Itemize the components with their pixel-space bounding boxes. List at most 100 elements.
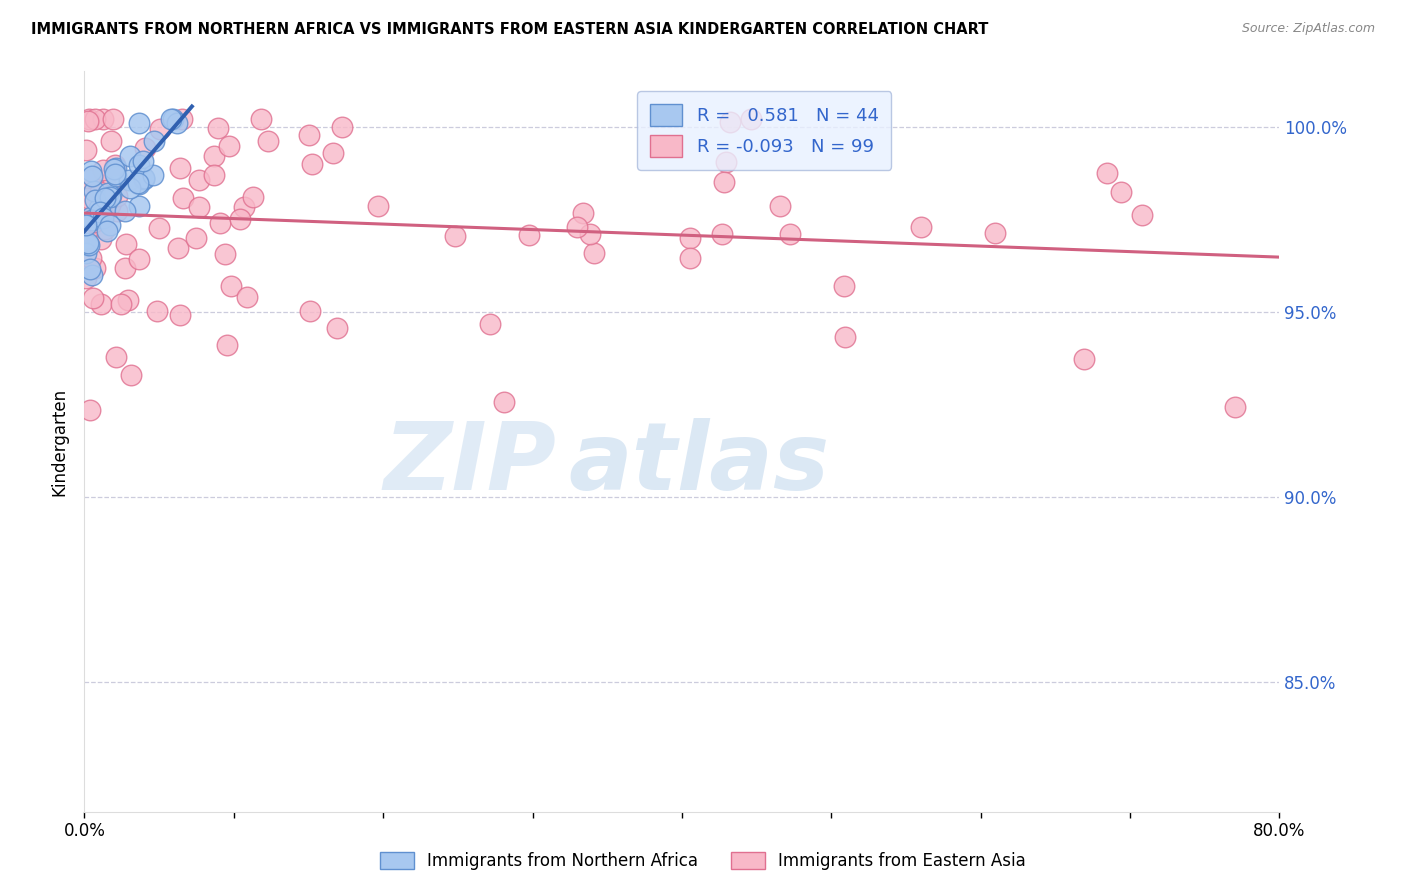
Point — [297, 128, 319, 142]
Point — [142, 168, 165, 182]
Point — [127, 176, 149, 190]
Point — [1073, 352, 1095, 367]
Point — [104, 157, 127, 171]
Point — [84, 193, 107, 207]
Point — [325, 321, 347, 335]
Point — [301, 157, 323, 171]
Point — [104, 169, 127, 184]
Point — [77, 191, 100, 205]
Point — [1109, 185, 1132, 199]
Point — [80, 210, 103, 224]
Point — [114, 261, 136, 276]
Point — [91, 112, 114, 127]
Point — [104, 168, 127, 182]
Point — [96, 225, 118, 239]
Point — [444, 228, 467, 243]
Point — [215, 337, 238, 351]
Text: Source: ZipAtlas.com: Source: ZipAtlas.com — [1241, 22, 1375, 36]
Point — [583, 246, 606, 260]
Text: ZIP: ZIP — [384, 417, 557, 509]
Point — [167, 241, 190, 255]
Point — [94, 178, 117, 193]
Point — [479, 317, 502, 331]
Point — [718, 115, 741, 129]
Point — [169, 309, 191, 323]
Point — [76, 224, 98, 238]
Point — [256, 134, 278, 148]
Point — [77, 235, 100, 250]
Point — [118, 173, 141, 187]
Point — [105, 203, 128, 218]
Point — [105, 161, 128, 175]
Point — [214, 247, 236, 261]
Text: IMMIGRANTS FROM NORTHERN AFRICA VS IMMIGRANTS FROM EASTERN ASIA KINDERGARTEN COR: IMMIGRANTS FROM NORTHERN AFRICA VS IMMIG… — [31, 22, 988, 37]
Point — [219, 278, 242, 293]
Point — [1223, 400, 1246, 414]
Point — [110, 296, 132, 310]
Point — [169, 161, 191, 175]
Point — [128, 199, 150, 213]
Point — [86, 186, 108, 200]
Point — [98, 189, 121, 203]
Point — [82, 169, 104, 183]
Point — [82, 171, 104, 186]
Point — [82, 268, 104, 282]
Point — [134, 170, 156, 185]
Point — [242, 190, 264, 204]
Point — [93, 221, 115, 235]
Point — [79, 262, 101, 277]
Point — [148, 221, 170, 235]
Point — [91, 211, 114, 225]
Point — [94, 191, 117, 205]
Point — [142, 134, 165, 148]
Point — [571, 206, 593, 220]
Point — [114, 204, 136, 219]
Point — [77, 238, 100, 252]
Point — [75, 246, 97, 260]
Point — [75, 218, 97, 232]
Point — [128, 252, 150, 266]
Point — [299, 304, 322, 318]
Point — [209, 216, 232, 230]
Point — [90, 296, 112, 310]
Point — [236, 289, 259, 303]
Point — [76, 238, 98, 252]
Point — [149, 121, 172, 136]
Point — [101, 112, 124, 127]
Point — [97, 186, 120, 200]
Point — [89, 185, 111, 199]
Point — [89, 204, 111, 219]
Point — [105, 189, 128, 203]
Point — [128, 177, 150, 191]
Point — [100, 188, 122, 202]
Point — [170, 112, 193, 127]
Point — [84, 261, 107, 276]
Point — [134, 141, 156, 155]
Point — [91, 162, 114, 177]
Point — [832, 279, 855, 293]
Point — [120, 149, 142, 163]
Point — [146, 304, 169, 318]
Point — [160, 112, 183, 127]
Point — [76, 271, 98, 285]
Point — [711, 227, 734, 241]
Point — [132, 172, 155, 186]
Point — [740, 112, 762, 127]
Point — [128, 158, 150, 172]
Point — [679, 230, 702, 244]
Point — [984, 226, 1007, 240]
Point — [83, 214, 105, 228]
Point — [79, 403, 101, 417]
Point — [779, 227, 801, 241]
Point — [218, 139, 240, 153]
Point — [565, 220, 588, 235]
Y-axis label: Kindergarten: Kindergarten — [51, 387, 69, 496]
Point — [188, 173, 211, 187]
Point — [100, 198, 122, 212]
Point — [83, 184, 105, 198]
Point — [202, 168, 225, 182]
Point — [89, 205, 111, 219]
Point — [769, 199, 792, 213]
Point — [100, 194, 122, 209]
Point — [76, 114, 98, 128]
